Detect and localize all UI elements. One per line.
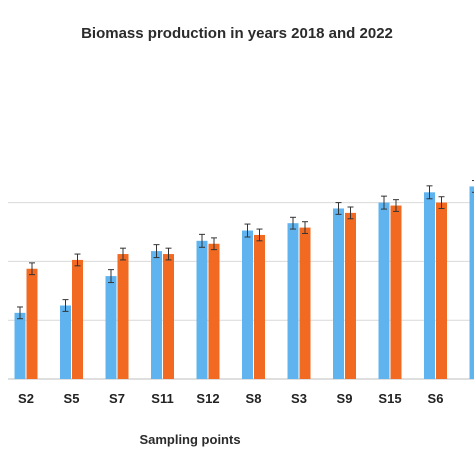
- error-bar-series-2-S8: [256, 228, 263, 242]
- x-tick-label: S12: [196, 391, 219, 406]
- x-tick-label: S7: [109, 391, 125, 406]
- bar-series-1-S8: [242, 230, 253, 379]
- x-tick-label: S8: [246, 391, 262, 406]
- error-bar-series-1-S11: [153, 244, 160, 259]
- error-bar-series-2-S5: [74, 253, 81, 267]
- error-bars: [17, 180, 474, 320]
- bar-series-1-S5: [60, 305, 71, 379]
- x-axis-label: Sampling points: [139, 432, 241, 447]
- bar-series-2-S9: [345, 212, 356, 379]
- x-tick-label: S9: [337, 391, 353, 406]
- bar-series-1-S2: [14, 312, 26, 379]
- bar-series-1-S6: [424, 192, 435, 379]
- bar-series-2-S2: [26, 268, 38, 379]
- error-bar-series-2-S6: [438, 196, 445, 209]
- bar-series-1-S15: [378, 202, 390, 379]
- x-tick-label: S15: [378, 391, 401, 406]
- bar-series-1-S7: [105, 276, 117, 379]
- error-bar-series-2-S3: [302, 221, 308, 234]
- error-bar-series-1-S3: [290, 216, 296, 230]
- bar-series-2-S5: [72, 259, 83, 379]
- error-bar-series-2-S9: [347, 206, 354, 220]
- error-bar-series-2-S7: [120, 247, 126, 261]
- error-bar-series-2-S12: [211, 237, 217, 251]
- error-bar-series-1-S2: [17, 306, 23, 320]
- x-tick-label: S3: [291, 391, 307, 406]
- bar-series-2-S6: [436, 202, 447, 379]
- error-bar-series-1-S8: [244, 223, 251, 238]
- bar-series-2-S3: [299, 227, 311, 379]
- error-bar-series-1-S9: [335, 202, 342, 215]
- error-bar-series-1-S6: [426, 185, 433, 200]
- bar-series-2-S7: [117, 254, 129, 379]
- bar-series-1-S: [469, 186, 474, 379]
- error-bar-series-1-S15: [381, 195, 387, 210]
- bar-series-1-S12: [196, 240, 208, 379]
- error-bar-series-1-S12: [199, 233, 205, 248]
- chart-title: Biomass production in years 2018 and 202…: [81, 25, 393, 42]
- x-tick-label: S5: [64, 391, 80, 406]
- bar-series-2-S15: [390, 205, 402, 379]
- bar-series-2-S12: [208, 243, 220, 379]
- error-bar-series-2-S15: [393, 199, 399, 212]
- bar-series-2-S11: [163, 254, 174, 379]
- error-bar-series-1-S7: [108, 269, 114, 284]
- bar-series-1-S11: [151, 251, 162, 379]
- error-bar-series-2-S2: [29, 262, 35, 276]
- error-bar-series-1-S5: [62, 299, 69, 312]
- bar-series-1-S9: [333, 208, 344, 379]
- x-tick-label: S2: [18, 391, 34, 406]
- error-bar-series-1-S: [472, 180, 474, 193]
- error-bar-series-2-S11: [165, 247, 172, 261]
- bar-series-2-S8: [254, 234, 265, 379]
- bars: [14, 186, 474, 379]
- x-tick-label: S11: [151, 391, 173, 406]
- x-tick-label: S6: [428, 391, 444, 406]
- bar-series-1-S3: [287, 223, 299, 379]
